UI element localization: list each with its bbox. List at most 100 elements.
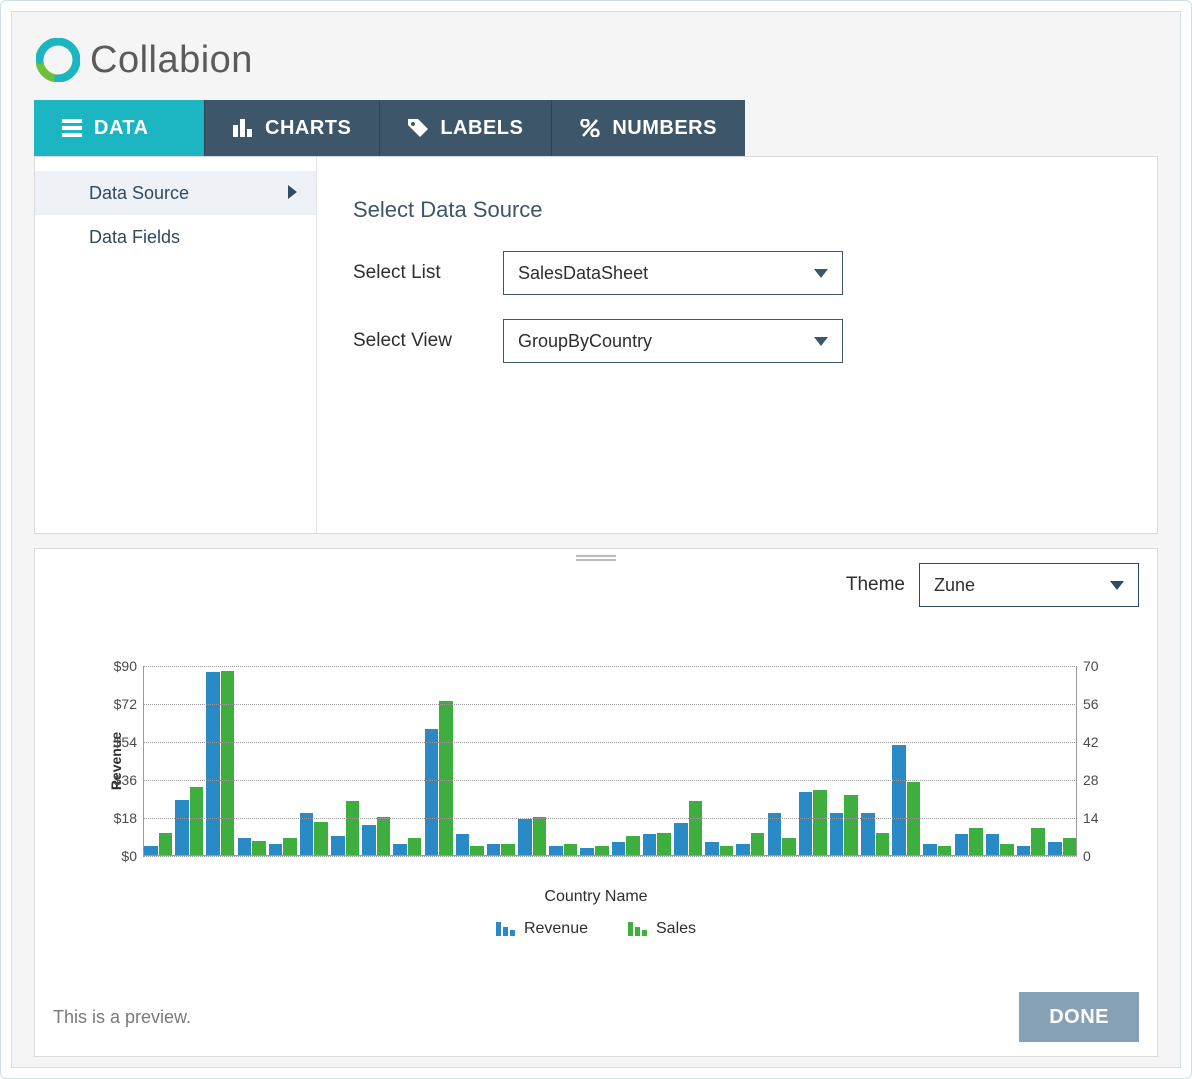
bars-icon [233,119,253,137]
grid-line [143,704,1077,705]
bar-sales [1063,838,1077,854]
bar-sales [844,795,858,854]
tab-label: LABELS [440,117,523,140]
bar-revenue [175,800,189,855]
y-left-tick: $36 [87,772,137,788]
bar-revenue [705,842,719,855]
bar-sales [564,844,578,855]
tab-label: NUMBERS [612,117,717,140]
bar-revenue [331,836,345,855]
bar-revenue [1048,842,1062,855]
bar-revenue [986,834,1000,855]
done-button[interactable]: DONE [1019,992,1139,1042]
y-left-tick: $0 [87,848,137,864]
caret-down-icon [814,331,828,352]
bar-revenue [923,844,937,855]
bar-group [705,666,733,855]
bar-group [362,666,390,855]
y-left-tick: $54 [87,734,137,750]
config-sidebar: Data Source Data Fields [35,157,317,533]
tab-labels[interactable]: LABELS [379,100,551,156]
bar-sales [657,833,671,855]
grid-line [143,856,1077,857]
bar-revenue [580,848,594,854]
grid-line [143,818,1077,819]
y-right-tick: 0 [1083,848,1123,864]
bar-group [923,666,951,855]
data-source-form: Select Data Source Select List SalesData… [317,157,1157,533]
legend-label: Revenue [524,920,588,938]
percent-icon [580,119,600,137]
bar-sales [813,790,827,855]
bar-sales [751,833,765,855]
chart-legend: Revenue Sales [53,920,1139,938]
bar-group [580,666,608,855]
select-list-value: SalesDataSheet [518,263,648,284]
bar-revenue [269,844,283,855]
resize-handle[interactable] [576,555,616,563]
bar-group [487,666,515,855]
caret-down-icon [814,263,828,284]
sidebar-item-data-fields[interactable]: Data Fields [35,215,316,259]
bar-sales [283,838,297,854]
legend-item-sales[interactable]: Sales [628,920,696,938]
bar-group [892,666,920,855]
bar-sales [689,801,703,855]
brand: Collabion [34,34,1158,100]
bar-sales [221,671,235,855]
legend-label: Sales [656,920,696,938]
bar-revenue [674,823,688,855]
bar-sales [1000,844,1014,855]
y-left-tick: $90 [87,658,137,674]
bar-revenue [393,844,407,855]
select-view-dropdown[interactable]: GroupByCountry [503,319,843,363]
bar-group [799,666,827,855]
bar-sales [626,836,640,855]
tab-charts[interactable]: CHARTS [204,100,379,156]
tab-data[interactable]: DATA [34,100,204,156]
legend-item-revenue[interactable]: Revenue [496,920,588,938]
bar-sales [252,841,266,855]
bar-revenue [518,819,532,855]
preview-panel: Theme Zune Revenue $0$18$36$54$72$900142… [34,548,1158,1057]
grid-line [143,780,1077,781]
tab-numbers[interactable]: NUMBERS [551,100,745,156]
y-right-tick: 42 [1083,734,1123,750]
bar-group [238,666,266,855]
bar-sales [159,833,173,855]
bar-revenue [768,813,782,855]
bar-sales [969,828,983,855]
tag-icon [408,119,428,137]
bar-revenue [144,846,158,854]
y-left-tick: $18 [87,810,137,826]
bar-group [986,666,1014,855]
bar-sales [595,846,609,854]
theme-value: Zune [934,575,975,596]
bar-revenue [238,838,252,855]
bar-group [456,666,484,855]
bars-icon [628,922,648,936]
bar-group [144,666,172,855]
bar-group [643,666,671,855]
caret-right-icon [288,183,298,204]
bar-sales [470,846,484,854]
bar-sales [377,817,391,855]
bar-revenue [612,842,626,855]
bar-sales [439,701,453,855]
x-axis-title: Country Name [53,888,1139,906]
bar-group [175,666,203,855]
bar-group [206,666,234,855]
config-panel: Data Source Data Fields Select Data Sourc… [34,156,1158,534]
bar-sales [501,844,515,855]
bar-sales [720,846,734,854]
theme-dropdown[interactable]: Zune [919,563,1139,607]
select-list-dropdown[interactable]: SalesDataSheet [503,251,843,295]
sidebar-item-data-source[interactable]: Data Source [35,171,316,215]
bar-group [549,666,577,855]
sidebar-item-label: Data Fields [89,227,180,248]
bar-sales [190,787,204,855]
bar-revenue [955,834,969,855]
bar-group [331,666,359,855]
bar-revenue [1017,846,1031,854]
bar-group [954,666,982,855]
